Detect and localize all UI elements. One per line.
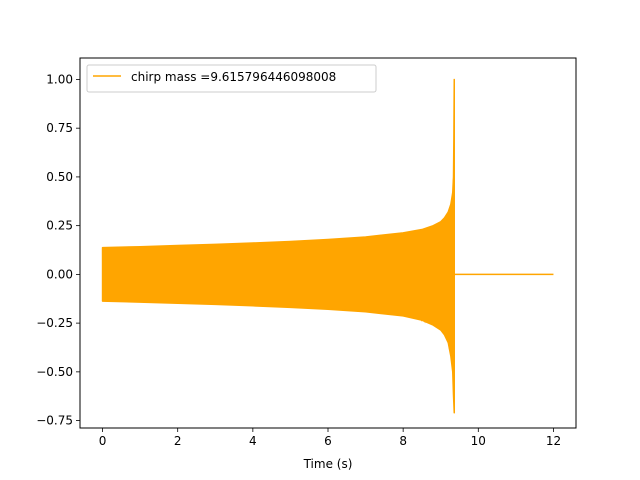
x-tick-label: 10	[471, 434, 486, 448]
legend-frame	[86, 64, 377, 93]
legend: chirp mass =9.615796446098008	[86, 64, 377, 93]
x-axis-label: Time (s)	[303, 457, 353, 471]
y-tick-label: 0.25	[46, 219, 73, 233]
x-tick-label: 2	[174, 434, 182, 448]
y-tick-label: −0.50	[36, 365, 73, 379]
x-tick-label: 0	[99, 434, 107, 448]
x-tick-label: 6	[324, 434, 332, 448]
x-tick-label: 12	[546, 434, 561, 448]
y-tick-label: −0.75	[36, 414, 73, 428]
y-tick-label: −0.25	[36, 316, 73, 330]
legend-entry-label: chirp mass =9.615796446098008	[131, 70, 336, 84]
x-tick-label: 4	[249, 434, 257, 448]
y-tick-label: 0.50	[46, 170, 73, 184]
plot-area	[101, 78, 554, 414]
chirp-envelope-fill	[101, 78, 455, 414]
y-tick-label: 1.00	[46, 72, 73, 86]
x-axis-ticks: 0 2 4 6 8 10 12	[99, 428, 561, 448]
x-tick-label: 8	[399, 434, 407, 448]
y-tick-label: 0.00	[46, 267, 73, 281]
y-axis-ticks: −0.75 −0.50 −0.25 0.00 0.25 0.50 0.75 1.00	[36, 72, 80, 428]
y-tick-label: 0.75	[46, 121, 73, 135]
